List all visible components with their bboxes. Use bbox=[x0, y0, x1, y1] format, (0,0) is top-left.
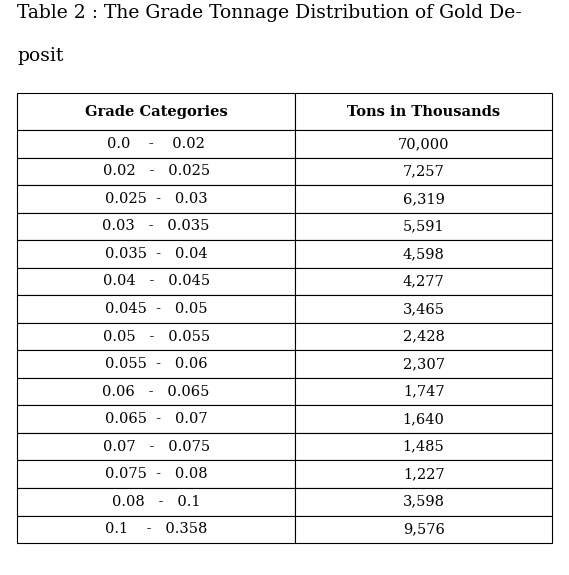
Text: 0.02   -   0.025: 0.02 - 0.025 bbox=[102, 164, 210, 178]
Text: 0.05   -   0.055: 0.05 - 0.055 bbox=[102, 329, 210, 343]
Bar bbox=[295, 158, 552, 185]
Text: 9,576: 9,576 bbox=[403, 522, 444, 536]
Bar bbox=[295, 130, 552, 158]
Text: 0.04   -   0.045: 0.04 - 0.045 bbox=[102, 274, 210, 289]
Text: 4,277: 4,277 bbox=[403, 274, 444, 289]
Bar bbox=[17, 185, 295, 213]
Text: 0.03   -   0.035: 0.03 - 0.035 bbox=[102, 220, 210, 233]
Text: 0.0    -    0.02: 0.0 - 0.02 bbox=[107, 137, 205, 151]
Text: 1,227: 1,227 bbox=[403, 467, 444, 481]
Bar bbox=[295, 296, 552, 323]
Text: 2,428: 2,428 bbox=[403, 329, 444, 343]
Text: 2,307: 2,307 bbox=[402, 357, 444, 371]
Text: 70,000: 70,000 bbox=[398, 137, 450, 151]
Bar bbox=[295, 516, 552, 543]
Bar bbox=[17, 378, 295, 405]
Text: 5,591: 5,591 bbox=[403, 220, 444, 233]
Bar bbox=[295, 350, 552, 378]
Bar bbox=[17, 130, 295, 158]
Text: 0.08   -   0.1: 0.08 - 0.1 bbox=[112, 494, 200, 509]
Bar bbox=[17, 268, 295, 296]
Bar bbox=[17, 213, 295, 240]
Text: 0.075  -   0.08: 0.075 - 0.08 bbox=[105, 467, 208, 481]
Text: 0.055  -   0.06: 0.055 - 0.06 bbox=[105, 357, 208, 371]
Text: 0.07   -   0.075: 0.07 - 0.075 bbox=[102, 440, 210, 454]
Bar bbox=[295, 488, 552, 516]
Bar bbox=[17, 461, 295, 488]
Bar bbox=[295, 405, 552, 433]
Text: 7,257: 7,257 bbox=[403, 164, 444, 178]
Bar bbox=[295, 433, 552, 461]
Bar bbox=[17, 240, 295, 268]
Text: 3,465: 3,465 bbox=[402, 302, 444, 316]
Bar bbox=[17, 433, 295, 461]
Bar bbox=[17, 323, 295, 350]
Text: Tons in Thousands: Tons in Thousands bbox=[347, 105, 500, 118]
Bar bbox=[295, 93, 552, 130]
Bar bbox=[17, 93, 295, 130]
Text: posit: posit bbox=[17, 48, 64, 66]
Text: 1,640: 1,640 bbox=[403, 412, 444, 426]
Text: 1,747: 1,747 bbox=[403, 385, 444, 398]
Bar bbox=[295, 185, 552, 213]
Bar bbox=[17, 158, 295, 185]
Text: 3,598: 3,598 bbox=[402, 494, 444, 509]
Text: 4,598: 4,598 bbox=[403, 247, 444, 261]
Text: Grade Categories: Grade Categories bbox=[85, 105, 228, 118]
Bar bbox=[17, 488, 295, 516]
Bar bbox=[17, 405, 295, 433]
Text: 0.045  -   0.05: 0.045 - 0.05 bbox=[105, 302, 207, 316]
Bar bbox=[17, 296, 295, 323]
Text: 6,319: 6,319 bbox=[403, 192, 444, 206]
Text: 0.06   -   0.065: 0.06 - 0.065 bbox=[102, 385, 210, 398]
Bar bbox=[295, 378, 552, 405]
Text: 1,485: 1,485 bbox=[403, 440, 444, 454]
Bar bbox=[17, 516, 295, 543]
Bar bbox=[17, 350, 295, 378]
Bar bbox=[295, 240, 552, 268]
Text: Table 2 : The Grade Tonnage Distribution of Gold De-: Table 2 : The Grade Tonnage Distribution… bbox=[17, 4, 522, 22]
Text: 0.065  -   0.07: 0.065 - 0.07 bbox=[105, 412, 208, 426]
Text: 0.025  -   0.03: 0.025 - 0.03 bbox=[105, 192, 208, 206]
Bar bbox=[295, 213, 552, 240]
Bar bbox=[295, 268, 552, 296]
Text: 0.1    -   0.358: 0.1 - 0.358 bbox=[105, 522, 207, 536]
Text: 0.035  -   0.04: 0.035 - 0.04 bbox=[105, 247, 208, 261]
Bar bbox=[295, 461, 552, 488]
Bar bbox=[295, 323, 552, 350]
